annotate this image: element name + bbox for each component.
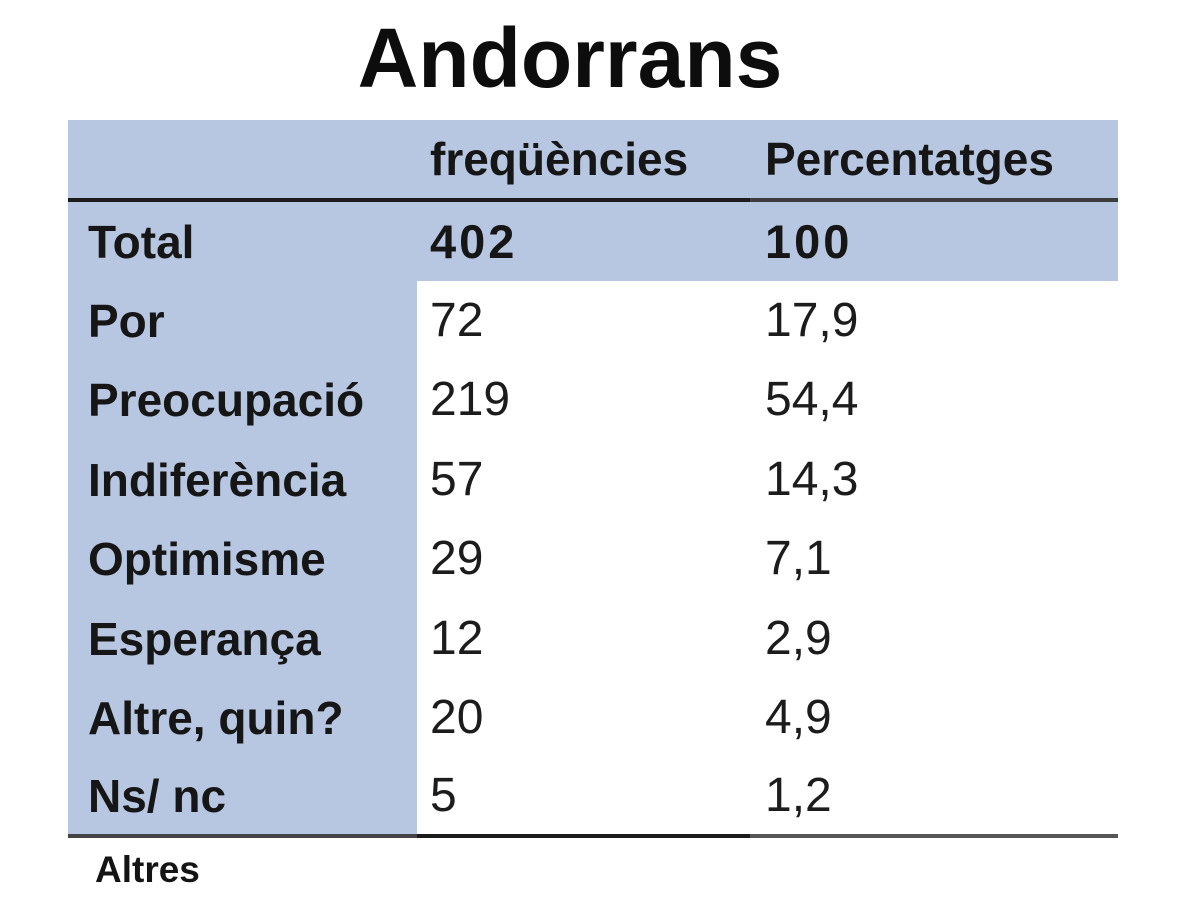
row-label: Esperança	[68, 599, 417, 679]
row-frequency: 20	[417, 678, 750, 758]
row-frequency: 219	[417, 360, 750, 440]
row-percentage: 7,1	[750, 519, 1118, 599]
row-label: Preocupació	[68, 360, 417, 440]
frequency-table: freqüències Percentatges Total 402 100 P…	[68, 120, 1118, 838]
total-row-percentage: 100	[750, 202, 1118, 281]
header-cell-empty	[68, 120, 417, 202]
row-label: Por	[68, 281, 417, 361]
page-title: Andorrans	[357, 11, 783, 105]
row-percentage: 54,4	[750, 360, 1118, 440]
row-label: Altre, quin?	[68, 678, 417, 758]
total-row-frequency: 402	[417, 202, 750, 281]
total-row-label: Total	[68, 202, 417, 281]
row-frequency: 57	[417, 440, 750, 520]
row-percentage: 14,3	[750, 440, 1118, 520]
row-frequency: 72	[417, 281, 750, 361]
row-percentage: 17,9	[750, 281, 1118, 361]
header-cell-frequencies: freqüències	[417, 120, 750, 202]
row-frequency: 5	[417, 758, 750, 838]
row-label: Indiferència	[68, 440, 417, 520]
row-percentage: 1,2	[750, 758, 1118, 838]
table-footnote: Altres	[95, 849, 200, 890]
row-percentage: 2,9	[750, 599, 1118, 679]
row-label: Optimisme	[68, 519, 417, 599]
row-frequency: 29	[417, 519, 750, 599]
row-frequency: 12	[417, 599, 750, 679]
header-cell-percentages: Percentatges	[750, 120, 1118, 202]
row-label: Ns/ nc	[68, 758, 417, 838]
row-percentage: 4,9	[750, 678, 1118, 758]
